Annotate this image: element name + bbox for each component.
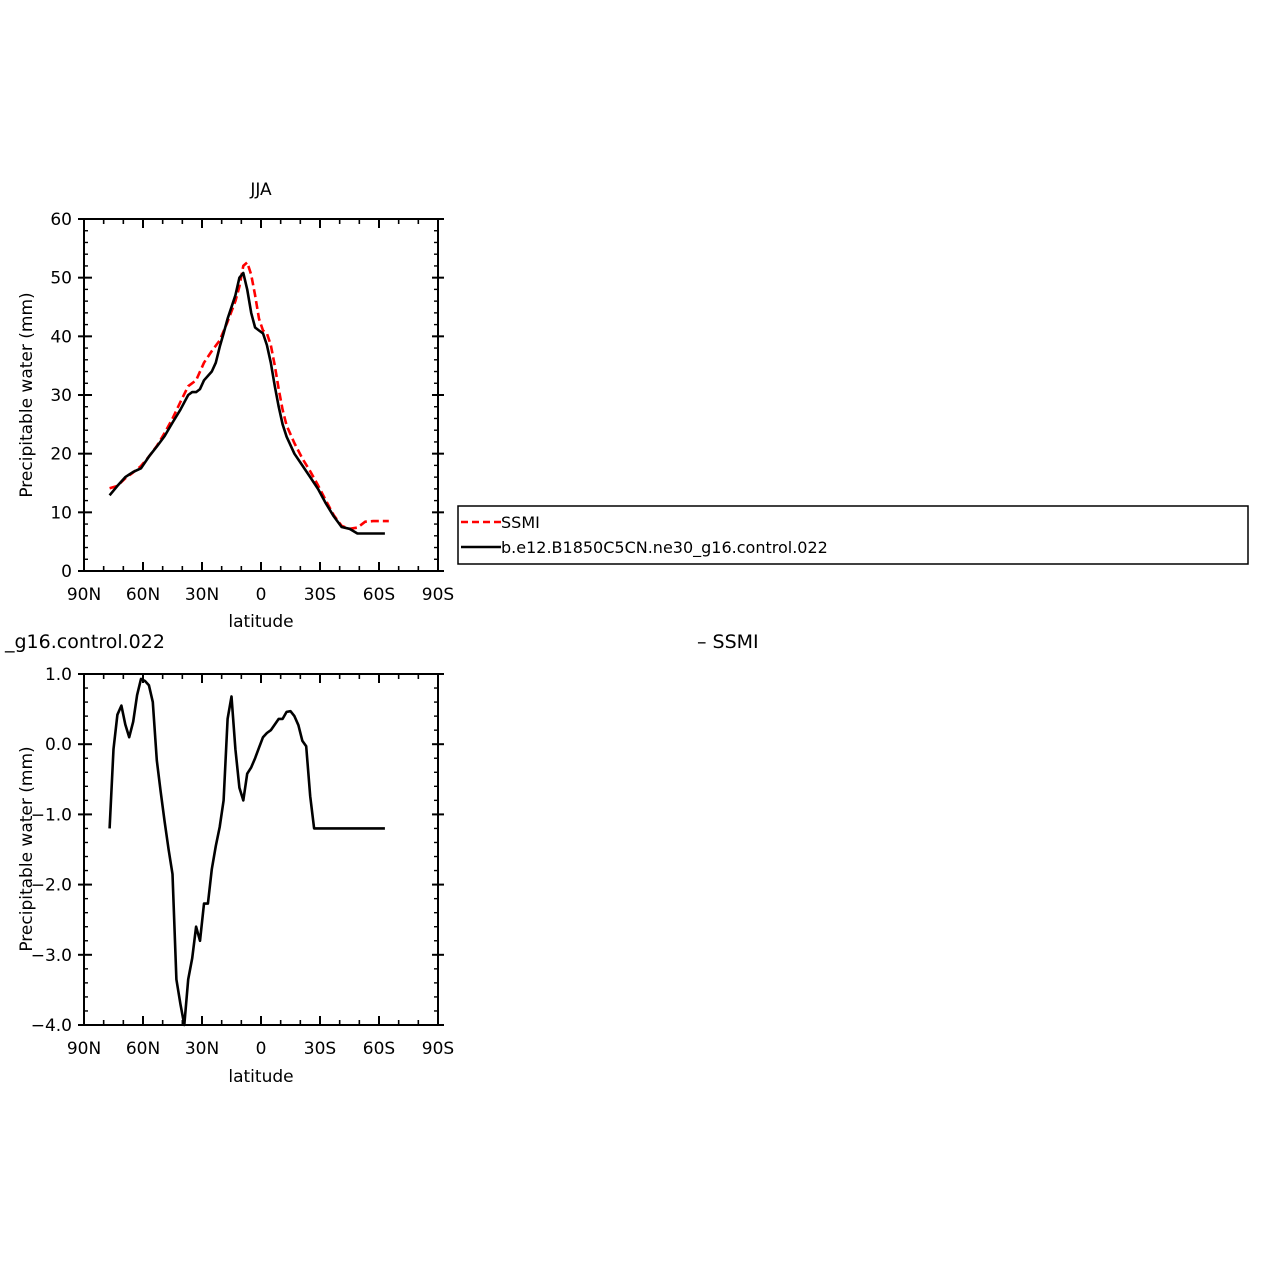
- legend-label-ssmi: SSMI: [501, 513, 540, 532]
- bottom-chart-ticks: [78, 673, 444, 1026]
- x-tick-label: 60N: [126, 1039, 160, 1059]
- bottom-chart-title: _g16.control.022: [4, 631, 165, 653]
- series-line-0-1: [108, 271, 385, 535]
- top-chart-title: JJA: [249, 180, 272, 200]
- x-tick-label: 0: [256, 1039, 267, 1059]
- top-chart-y-tick-labels: 0 10 20 30 40 50 60: [50, 210, 72, 582]
- bottom-plot-frame: [83, 673, 439, 1026]
- legend-box: [457, 505, 1249, 565]
- x-tick-label: 90S: [422, 585, 454, 605]
- top-plot-frame: [83, 218, 439, 572]
- y-tick-label: 10: [50, 503, 72, 523]
- x-tick-label: 0: [256, 585, 267, 605]
- y-tick-label: −2.0: [31, 876, 72, 896]
- top-panel: JJA 90N 60N 30N 0 30S 60S 90S 0 10 20 30 40 50 60 la…: [17, 180, 454, 632]
- legend-label-model: b.e12.B1850C5CN.ne30_g16.control.022: [501, 538, 828, 558]
- y-tick-label: 30: [50, 386, 72, 406]
- x-tick-label: 30N: [185, 1039, 219, 1059]
- x-tick-label: 90S: [422, 1039, 454, 1059]
- y-tick-label: 1.0: [45, 665, 72, 685]
- bottom-panel: _g16.control.022 – SSMI 90N 60N 30N 0 30S 60S…: [4, 631, 759, 1087]
- x-tick-label: 60S: [363, 585, 395, 605]
- y-tick-label: −4.0: [31, 1016, 72, 1036]
- x-tick-label: 30N: [185, 585, 219, 605]
- bottom-chart-title-right: – SSMI: [697, 631, 759, 653]
- top-chart-x-tick-labels: 90N 60N 30N 0 30S 60S 90S: [67, 585, 454, 605]
- bottom-ylabel-clip: Precipitable water (mm): [17, 746, 37, 951]
- x-tick-label: 90N: [67, 585, 101, 605]
- x-tick-label: 30S: [304, 585, 336, 605]
- bottom-chart-xlabel: latitude: [228, 1067, 293, 1087]
- x-tick-label: 60S: [363, 1039, 395, 1059]
- x-tick-label: 90N: [67, 1039, 101, 1059]
- y-tick-label: 40: [50, 327, 72, 347]
- y-tick-label: 0.0: [45, 735, 72, 755]
- top-chart-xlabel: latitude: [228, 612, 293, 632]
- bottom-chart-ylabel: Precipitable water (mm): [17, 746, 37, 951]
- legend: SSMI b.e12.B1850C5CN.ne30_g16.control.02…: [457, 505, 1249, 565]
- y-tick-label: 60: [50, 210, 72, 230]
- bottom-chart-y-tick-labels: −4.0 −3.0 −2.0 −1.0 0.0 1.0: [31, 665, 72, 1036]
- y-tick-label: 20: [50, 445, 72, 465]
- bottom-chart-series: [108, 677, 385, 1027]
- y-tick-label: 0: [61, 562, 72, 582]
- y-tick-label: 50: [50, 269, 72, 289]
- series-line-1-0: [108, 677, 385, 1027]
- top-chart-ylabel: Precipitable water (mm): [17, 292, 37, 497]
- bottom-chart-x-tick-labels: 90N 60N 30N 0 30S 60S 90S: [67, 1039, 454, 1059]
- y-tick-label: −1.0: [31, 805, 72, 825]
- x-tick-label: 30S: [304, 1039, 336, 1059]
- top-chart-ticks: [78, 218, 444, 572]
- y-tick-label: −3.0: [31, 946, 72, 966]
- x-tick-label: 60N: [126, 585, 160, 605]
- top-chart-series: [108, 261, 389, 535]
